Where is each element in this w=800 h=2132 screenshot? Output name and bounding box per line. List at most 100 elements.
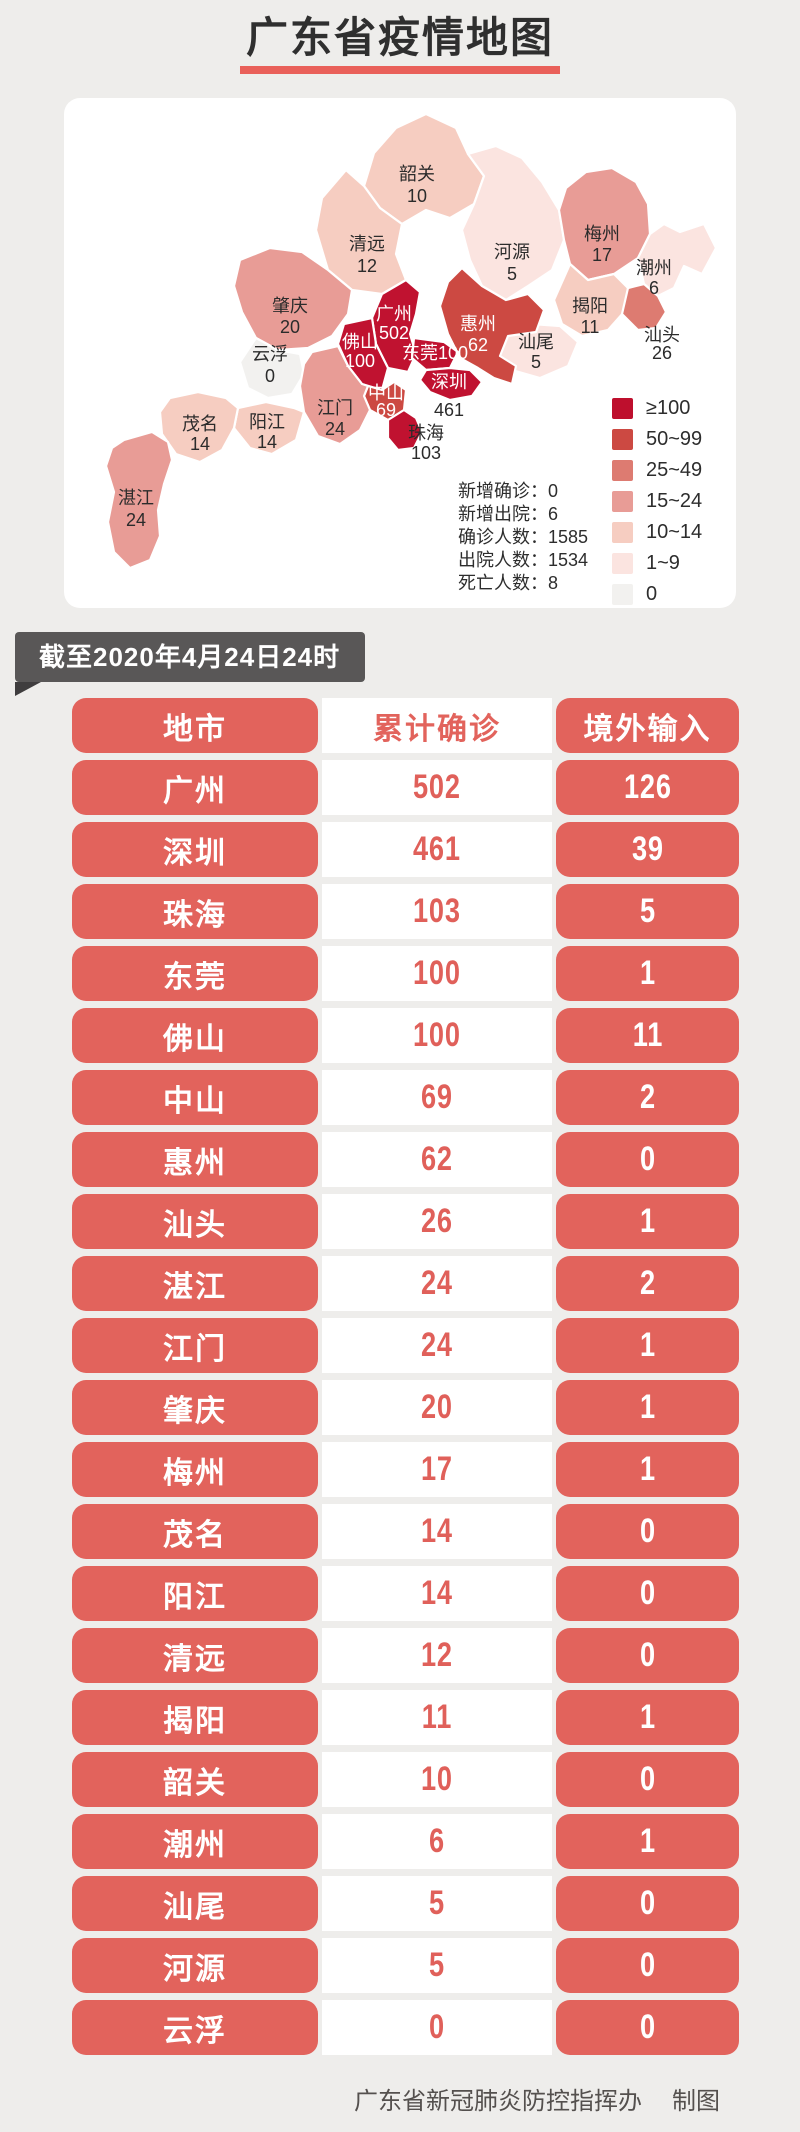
imported-cell: 126 xyxy=(556,760,739,815)
confirmed-cell: 0 xyxy=(322,2000,552,2055)
imported-cell: 5 xyxy=(556,884,739,939)
confirmed-value: 24 xyxy=(421,1326,453,1364)
map-region-label: 河源 xyxy=(494,242,530,262)
legend-swatch xyxy=(612,398,633,419)
confirmed-cell: 69 xyxy=(322,1070,552,1125)
confirmed-value: 0 xyxy=(429,2008,445,2046)
map-region-label: 云浮 xyxy=(252,344,288,364)
confirmed-value: 5 xyxy=(429,1946,445,1984)
region-huizhou xyxy=(438,266,546,386)
imported-cell: 0 xyxy=(556,2000,739,2055)
table-row: 湛江 24 2 xyxy=(72,1256,739,1311)
region-zhanjiang xyxy=(104,430,174,570)
map-region-label: 14 xyxy=(257,432,277,452)
map-region-label: 惠州 xyxy=(460,314,496,334)
region-shantou xyxy=(620,282,668,332)
stat-value: 8 xyxy=(548,573,559,593)
confirmed-cell: 20 xyxy=(322,1380,552,1435)
imported-value: 11 xyxy=(632,1016,663,1054)
map-region-label: 肇庆 xyxy=(272,296,308,316)
map-region-label: 26 xyxy=(652,343,672,363)
imported-cell: 1 xyxy=(556,1318,739,1373)
confirmed-value: 103 xyxy=(413,892,461,930)
imported-value: 1 xyxy=(639,1698,656,1736)
city-cell: 汕头 xyxy=(72,1194,318,1249)
region-yangjiang xyxy=(232,400,306,456)
city-name: 肇庆 xyxy=(163,1394,227,1428)
map-region-label: 103 xyxy=(411,443,441,463)
map-region-label: 阳江 xyxy=(249,412,285,432)
map-region-label: 茂名 xyxy=(182,414,218,434)
map-region-label: 汕尾 xyxy=(518,332,554,352)
confirmed-value: 11 xyxy=(421,1698,453,1736)
map-region-label: 湛江 xyxy=(118,488,154,508)
confirmed-value: 12 xyxy=(421,1636,453,1674)
map-region-label: 11 xyxy=(581,317,600,337)
confirmed-cell: 11 xyxy=(322,1690,552,1745)
imported-value: 0 xyxy=(639,2008,656,2046)
city-name: 清远 xyxy=(163,1642,227,1676)
imported-value: 0 xyxy=(639,1140,656,1178)
confirmed-value: 20 xyxy=(421,1388,453,1426)
confirmed-value: 14 xyxy=(421,1512,453,1550)
stat-separator: ： xyxy=(530,527,548,547)
city-cell: 梅州 xyxy=(72,1442,318,1497)
imported-cell: 0 xyxy=(556,1876,739,1931)
confirmed-cell: 100 xyxy=(322,1008,552,1063)
imported-cell: 1 xyxy=(556,1380,739,1435)
imported-value: 39 xyxy=(631,830,664,868)
imported-cell: 1 xyxy=(556,1194,739,1249)
city-cell: 惠州 xyxy=(72,1132,318,1187)
map-region-label: 深圳 xyxy=(431,372,467,392)
city-name: 惠州 xyxy=(163,1146,227,1180)
table-row: 韶关 10 0 xyxy=(72,1752,739,1807)
confirmed-cell: 24 xyxy=(322,1256,552,1311)
confirmed-cell: 6 xyxy=(322,1814,552,1869)
legend-item: 0 xyxy=(612,583,702,605)
imported-value: 1 xyxy=(639,1326,656,1364)
legend-label: 25~49 xyxy=(646,459,703,481)
confirmed-cell: 62 xyxy=(322,1132,552,1187)
imported-value: 2 xyxy=(639,1078,656,1116)
city-name: 珠海 xyxy=(163,898,227,932)
region-zhuhai xyxy=(386,408,424,452)
table-row: 江门 24 1 xyxy=(72,1318,739,1373)
epidemic-map-card: 韶关 10 清远 12 河源 5 梅州 17 潮州 6 揭阳 11 汕头 26 汕尾 5 惠州 62 肇庆 20 云浮 0… xyxy=(64,98,736,608)
imported-value: 1 xyxy=(639,1202,656,1240)
legend-label: 50~99 xyxy=(646,428,703,450)
map-region-label: 20 xyxy=(280,317,300,337)
region-jieyang xyxy=(552,262,630,338)
imported-cell: 0 xyxy=(556,1752,739,1807)
city-name: 云浮 xyxy=(163,2014,227,2048)
city-cell: 茂名 xyxy=(72,1504,318,1559)
imported-cell: 2 xyxy=(556,1070,739,1125)
stat-label: 新增出院 xyxy=(458,504,530,524)
confirmed-cell: 14 xyxy=(322,1504,552,1559)
stat-value: 1585 xyxy=(548,527,589,547)
confirmed-cell: 461 xyxy=(322,822,552,877)
imported-value: 1 xyxy=(639,1388,656,1426)
banner-row: 截至2020年4月24日24时 xyxy=(0,632,800,696)
region-zhaoqing xyxy=(232,246,354,352)
imported-cell: 1 xyxy=(556,1814,739,1869)
table-row: 广州 502 126 xyxy=(72,760,739,815)
stat-value: 6 xyxy=(548,504,559,524)
legend-item: 25~49 xyxy=(612,459,703,481)
map-region-label: 清远 xyxy=(349,234,385,254)
table-row: 汕头 26 1 xyxy=(72,1194,739,1249)
table-row: 阳江 14 0 xyxy=(72,1566,739,1621)
city-name: 河源 xyxy=(163,1952,227,1986)
city-name: 潮州 xyxy=(163,1828,227,1862)
city-cell: 阳江 xyxy=(72,1566,318,1621)
legend-label: 15~24 xyxy=(646,490,703,512)
table-body: 广州 502 126 深圳 461 39 xyxy=(72,760,739,2055)
map-region-label: 17 xyxy=(592,245,612,265)
legend-swatch xyxy=(612,522,633,543)
city-name: 东莞 xyxy=(163,960,227,994)
imported-cell: 0 xyxy=(556,1132,739,1187)
map-region-label: 24 xyxy=(325,419,345,439)
table-header-row: 地市 累计确诊 境外输入 xyxy=(72,698,739,753)
confirmed-cell: 17 xyxy=(322,1442,552,1497)
stat-label: 确诊人数 xyxy=(458,527,530,547)
imported-value: 5 xyxy=(639,892,656,930)
